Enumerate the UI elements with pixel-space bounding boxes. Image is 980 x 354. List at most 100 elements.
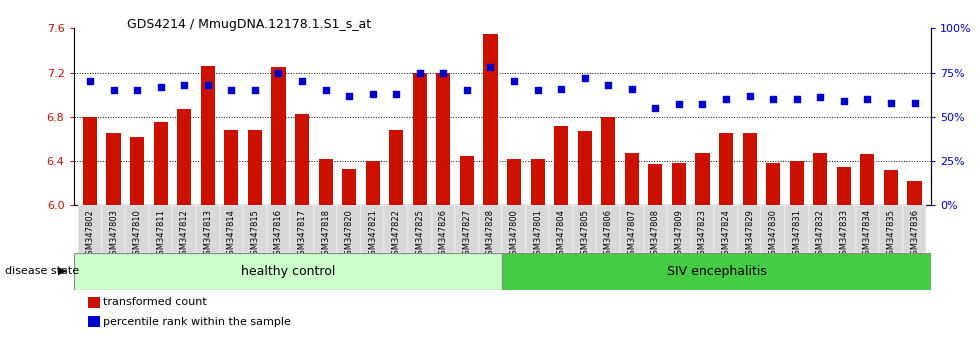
Bar bbox=[431, 205, 455, 253]
Bar bbox=[719, 133, 733, 205]
Bar bbox=[342, 169, 356, 205]
Text: GSM347812: GSM347812 bbox=[179, 209, 189, 260]
Point bbox=[859, 96, 875, 102]
Text: disease state: disease state bbox=[5, 266, 79, 276]
Point bbox=[153, 84, 169, 90]
Bar bbox=[573, 205, 597, 253]
Bar bbox=[620, 205, 644, 253]
Text: GSM347816: GSM347816 bbox=[274, 209, 283, 260]
Point bbox=[106, 87, 122, 93]
Point bbox=[671, 102, 687, 107]
Bar bbox=[837, 167, 851, 205]
Bar bbox=[649, 164, 662, 205]
Bar bbox=[502, 205, 526, 253]
Bar bbox=[248, 130, 262, 205]
Text: GSM347829: GSM347829 bbox=[745, 209, 754, 260]
Bar bbox=[813, 153, 827, 205]
Text: GSM347826: GSM347826 bbox=[439, 209, 448, 260]
Text: GSM347815: GSM347815 bbox=[251, 209, 260, 260]
Text: GDS4214 / MmugDNA.12178.1.S1_s_at: GDS4214 / MmugDNA.12178.1.S1_s_at bbox=[127, 18, 371, 31]
Point bbox=[435, 70, 451, 75]
Point bbox=[459, 87, 474, 93]
Bar bbox=[337, 205, 361, 253]
Bar bbox=[74, 253, 502, 290]
Bar bbox=[314, 205, 337, 253]
Bar bbox=[83, 117, 97, 205]
Point bbox=[294, 79, 310, 84]
Text: healthy control: healthy control bbox=[241, 265, 335, 278]
Bar bbox=[196, 205, 220, 253]
Point bbox=[247, 87, 263, 93]
Bar bbox=[413, 73, 427, 205]
Bar bbox=[149, 205, 172, 253]
Bar bbox=[267, 205, 290, 253]
Bar bbox=[436, 73, 451, 205]
Point bbox=[883, 100, 899, 105]
Point bbox=[601, 82, 616, 88]
Bar bbox=[907, 181, 921, 205]
Text: GSM347823: GSM347823 bbox=[698, 209, 707, 260]
Point bbox=[318, 87, 333, 93]
Text: GSM347833: GSM347833 bbox=[839, 209, 849, 260]
Bar bbox=[667, 205, 691, 253]
Bar bbox=[78, 205, 102, 253]
Text: GSM347805: GSM347805 bbox=[580, 209, 589, 260]
Text: GSM347835: GSM347835 bbox=[887, 209, 896, 260]
Bar bbox=[177, 109, 191, 205]
Bar bbox=[577, 131, 592, 205]
Bar bbox=[366, 161, 379, 205]
Text: GSM347808: GSM347808 bbox=[651, 209, 660, 260]
Point bbox=[577, 75, 593, 81]
Bar bbox=[502, 253, 931, 290]
Text: GSM347830: GSM347830 bbox=[768, 209, 778, 260]
Bar bbox=[455, 205, 478, 253]
Bar bbox=[102, 205, 125, 253]
Text: GSM347818: GSM347818 bbox=[321, 209, 330, 260]
Bar bbox=[107, 133, 121, 205]
Bar bbox=[691, 205, 714, 253]
Point bbox=[624, 86, 640, 91]
Text: GSM347804: GSM347804 bbox=[557, 209, 565, 260]
Text: GSM347821: GSM347821 bbox=[368, 209, 377, 260]
Text: GSM347832: GSM347832 bbox=[815, 209, 825, 260]
Point bbox=[906, 100, 922, 105]
Bar bbox=[738, 205, 761, 253]
Bar bbox=[460, 155, 474, 205]
Text: GSM347831: GSM347831 bbox=[792, 209, 802, 260]
Point bbox=[388, 91, 404, 97]
Bar bbox=[478, 205, 502, 253]
Bar bbox=[672, 163, 686, 205]
Bar bbox=[172, 205, 196, 253]
Bar bbox=[526, 205, 550, 253]
Text: GSM347824: GSM347824 bbox=[721, 209, 730, 260]
Text: GSM347836: GSM347836 bbox=[910, 209, 919, 260]
Text: SIV encephalitis: SIV encephalitis bbox=[666, 265, 766, 278]
Bar bbox=[243, 205, 267, 253]
Bar bbox=[507, 159, 521, 205]
Point bbox=[365, 91, 380, 97]
Bar bbox=[224, 130, 238, 205]
Bar bbox=[384, 205, 408, 253]
Bar bbox=[318, 159, 332, 205]
Bar bbox=[408, 205, 431, 253]
Bar bbox=[832, 205, 856, 253]
Point bbox=[742, 93, 758, 98]
Bar bbox=[290, 205, 314, 253]
Text: percentile rank within the sample: percentile rank within the sample bbox=[103, 317, 291, 327]
Point bbox=[270, 70, 286, 75]
Point bbox=[176, 82, 192, 88]
Text: GSM347811: GSM347811 bbox=[156, 209, 166, 260]
Bar bbox=[856, 205, 879, 253]
Bar bbox=[201, 66, 215, 205]
Text: GSM347810: GSM347810 bbox=[132, 209, 141, 260]
Bar bbox=[597, 205, 620, 253]
Text: GSM347807: GSM347807 bbox=[627, 209, 636, 260]
Text: GSM347822: GSM347822 bbox=[392, 209, 401, 260]
Bar bbox=[530, 159, 545, 205]
Bar bbox=[790, 161, 804, 205]
Bar bbox=[389, 130, 404, 205]
Point bbox=[718, 96, 734, 102]
Bar bbox=[766, 163, 780, 205]
Bar bbox=[271, 67, 285, 205]
Point bbox=[82, 79, 98, 84]
